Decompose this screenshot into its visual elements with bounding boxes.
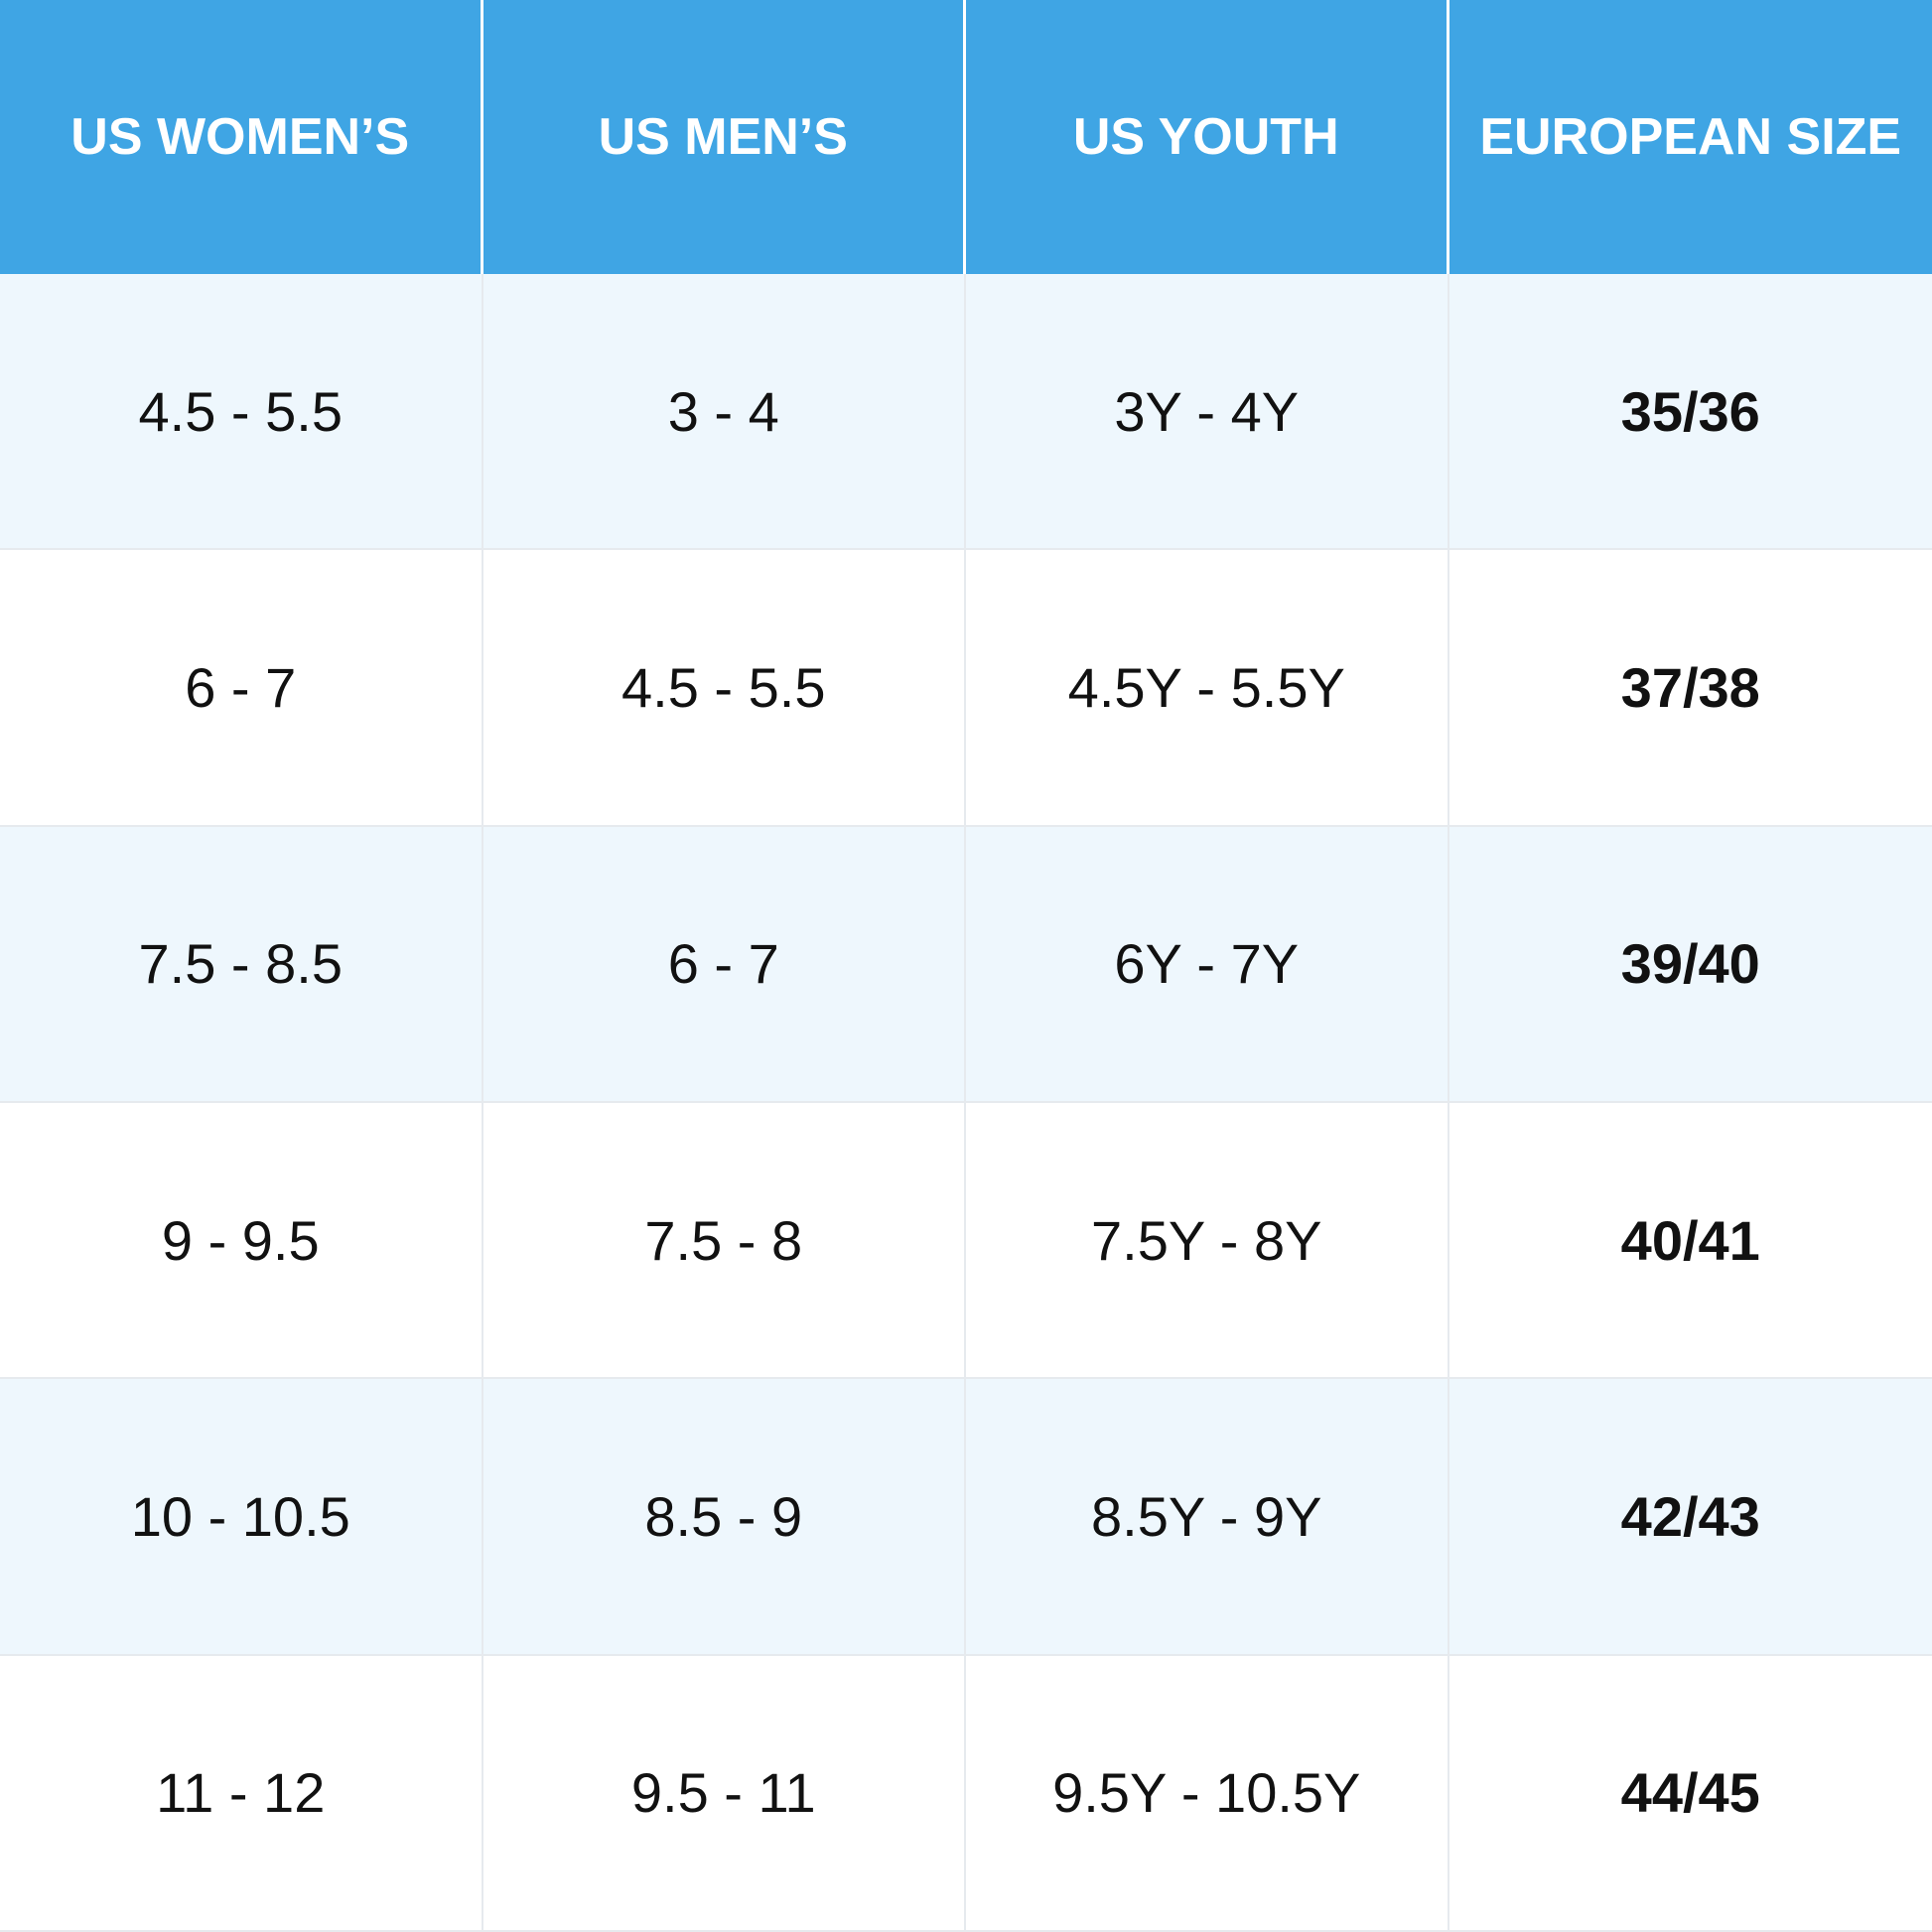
table-cell: 8.5 - 9 bbox=[483, 1379, 966, 1656]
table-cell: 6 - 7 bbox=[483, 826, 966, 1103]
table-cell: 3 - 4 bbox=[483, 274, 966, 551]
table-cell: 4.5 - 5.5 bbox=[0, 274, 483, 551]
column-header: US WOMEN’S bbox=[0, 0, 483, 274]
table-cell: 44/45 bbox=[1449, 1656, 1932, 1932]
table-cell: 8.5Y - 9Y bbox=[966, 1379, 1449, 1656]
column-header: EUROPEAN SIZE bbox=[1449, 0, 1932, 274]
table-cell: 9 - 9.5 bbox=[0, 1103, 483, 1380]
column-header: US YOUTH bbox=[966, 0, 1449, 274]
table-cell: 3Y - 4Y bbox=[966, 274, 1449, 551]
table-cell: 9.5 - 11 bbox=[483, 1655, 966, 1932]
table-cell: 6 - 7 bbox=[0, 550, 483, 827]
table-cell: 39/40 bbox=[1449, 826, 1932, 1103]
table-cell: 6Y - 7Y bbox=[966, 826, 1449, 1103]
table-cell: 40/41 bbox=[1449, 1103, 1932, 1380]
table-cell: 37/38 bbox=[1449, 550, 1932, 827]
table-cell: 4.5Y - 5.5Y bbox=[966, 550, 1449, 827]
table-cell: 7.5Y - 8Y bbox=[966, 1103, 1449, 1380]
table-cell: 9.5Y - 10.5Y bbox=[966, 1655, 1449, 1932]
table-cell: 7.5 - 8.5 bbox=[0, 826, 483, 1103]
table-cell: 11 - 12 bbox=[0, 1655, 483, 1932]
column-header: US MEN’S bbox=[483, 0, 966, 274]
table-cell: 35/36 bbox=[1449, 274, 1932, 551]
table-cell: 4.5 - 5.5 bbox=[483, 550, 966, 827]
table-cell: 7.5 - 8 bbox=[483, 1103, 966, 1380]
table-cell: 42/43 bbox=[1449, 1379, 1932, 1656]
table-cell: 10 - 10.5 bbox=[0, 1379, 483, 1656]
